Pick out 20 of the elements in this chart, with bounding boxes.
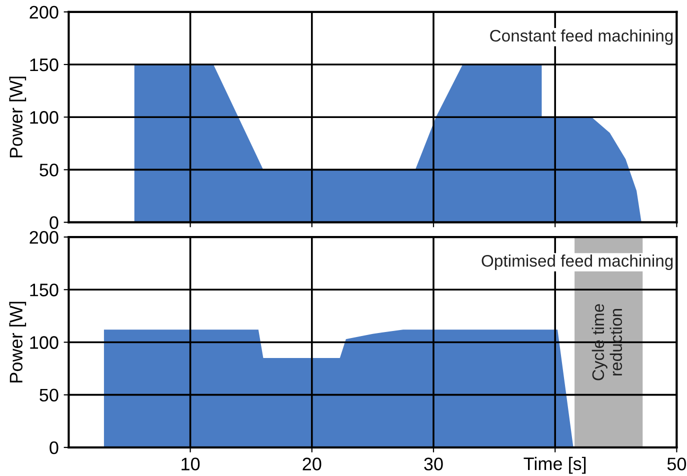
y-tick-label: 150	[30, 284, 58, 296]
y-axis-title: Power [W]	[9, 302, 26, 382]
y-tick-label: 200	[30, 6, 58, 19]
y-tick-label: 50	[40, 388, 58, 402]
y-tick-label: 150	[30, 58, 58, 72]
x-axis-title: Time [s]	[524, 456, 586, 474]
y-tick-label: 100	[30, 111, 58, 124]
y-tick-label: 0	[50, 441, 58, 454]
annotation: Optimised feed machining	[482, 254, 673, 270]
y-tick-label: 50	[40, 164, 58, 176]
y-axis-title: Power [W]	[9, 76, 26, 158]
x-tick-label: 10	[182, 458, 200, 470]
x-tick-label: 30	[424, 458, 443, 470]
y-tick-label: 200	[30, 230, 58, 244]
annotation: Constant feed machining	[490, 29, 673, 45]
x-tick-label: 20	[302, 458, 322, 470]
y-tick-label: 100	[30, 336, 58, 349]
x-tick-label: 50	[667, 458, 686, 470]
band-label: Cycle time reduction	[592, 304, 622, 380]
y-tick-label: 0	[50, 216, 58, 230]
